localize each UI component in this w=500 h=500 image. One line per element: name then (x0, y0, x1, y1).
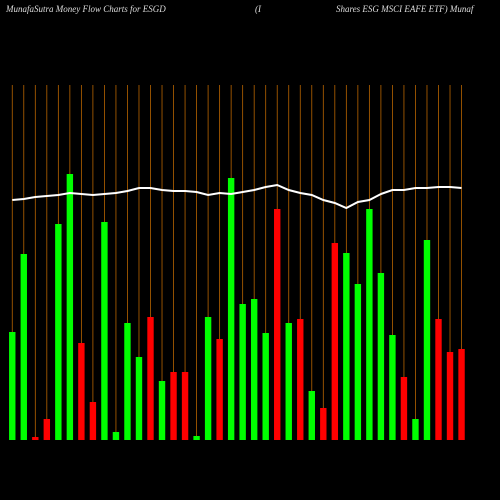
bar (412, 419, 419, 440)
bar (89, 402, 97, 440)
bar (250, 299, 258, 440)
bar (181, 372, 189, 440)
bar (124, 323, 131, 440)
bar (458, 349, 465, 440)
bar (285, 323, 292, 440)
bar (227, 178, 235, 440)
bar (32, 437, 39, 440)
bar (101, 222, 108, 440)
bar (331, 243, 339, 440)
bar (435, 319, 442, 440)
bar (262, 333, 269, 440)
bar (354, 284, 362, 440)
bar (423, 240, 431, 440)
bar (158, 381, 166, 440)
bar (55, 224, 62, 440)
bar (204, 317, 212, 440)
bar (446, 352, 454, 440)
bar (400, 377, 408, 440)
bar (147, 317, 154, 440)
bar (135, 357, 143, 440)
bar (112, 432, 120, 440)
bar (9, 332, 16, 440)
bar (193, 436, 200, 440)
bar (43, 419, 51, 440)
money-flow-line (12, 183, 462, 210)
bar (170, 372, 177, 440)
bar (274, 209, 281, 440)
bar (343, 253, 350, 440)
bar (216, 339, 223, 440)
bar (66, 174, 74, 440)
chart-subtitle: (I (255, 4, 262, 14)
bar (320, 408, 327, 440)
bar (239, 304, 246, 440)
bar (389, 335, 396, 440)
bar (297, 319, 304, 440)
bar (366, 209, 373, 440)
bar (78, 343, 85, 440)
bar (308, 391, 315, 440)
bar (377, 273, 385, 440)
chart-title-right: Shares ESG MSCI EAFE ETF) Munaf (336, 4, 475, 14)
bar (20, 254, 27, 440)
chart-title: MunafaSutra Money Flow Charts for ESGD (5, 4, 166, 14)
